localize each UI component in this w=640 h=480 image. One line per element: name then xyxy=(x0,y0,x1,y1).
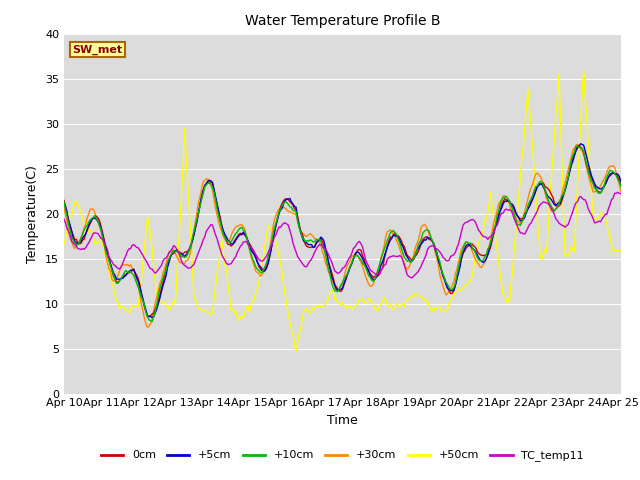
Title: Water Temperature Profile B: Water Temperature Profile B xyxy=(244,14,440,28)
Legend: 0cm, +5cm, +10cm, +30cm, +50cm, TC_temp11: 0cm, +5cm, +10cm, +30cm, +50cm, TC_temp1… xyxy=(96,446,589,466)
X-axis label: Time: Time xyxy=(327,414,358,427)
Text: SW_met: SW_met xyxy=(72,44,122,55)
Y-axis label: Temperature(C): Temperature(C) xyxy=(26,165,40,263)
